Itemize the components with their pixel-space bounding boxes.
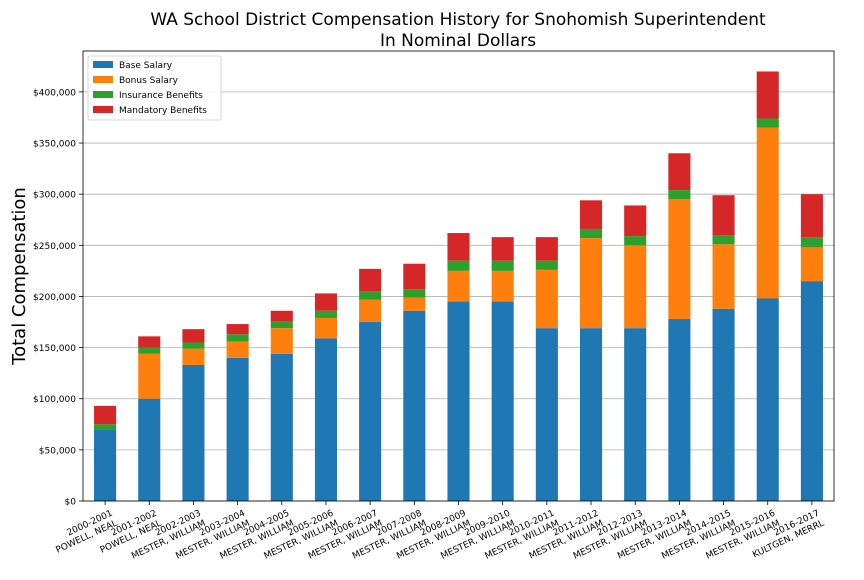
bar-segment	[182, 329, 205, 343]
legend-swatch	[93, 61, 113, 68]
bar-segment	[800, 247, 823, 282]
y-tick-label: $100,000	[33, 395, 76, 405]
bar-segment	[535, 260, 558, 270]
bar-segment	[314, 310, 338, 318]
y-tick-label: $0	[65, 498, 77, 508]
bar-segment	[756, 118, 779, 128]
legend-label: Base Salary	[119, 61, 173, 71]
bar-segment	[800, 281, 823, 501]
bar-segment	[535, 269, 558, 329]
bar-segment	[800, 194, 823, 238]
bar-segment	[447, 233, 470, 261]
y-tick-label: $350,000	[33, 140, 76, 150]
bar-segment	[535, 328, 558, 501]
bar-segment	[579, 228, 603, 239]
legend-label: Mandatory Benefits	[119, 106, 207, 116]
bar-segment	[226, 341, 249, 358]
bar-segment	[403, 297, 426, 311]
bars	[94, 71, 823, 501]
y-tick-label: $250,000	[33, 242, 76, 252]
bar-segment	[491, 270, 514, 302]
bar-segment	[579, 200, 603, 229]
bar-segment	[756, 71, 779, 119]
bar-segment	[756, 127, 779, 299]
bar-segment	[182, 342, 205, 349]
bar-segment	[314, 338, 338, 501]
bar-segment	[359, 291, 382, 300]
bar-segment	[447, 270, 470, 302]
bar-segment	[314, 317, 338, 339]
bar-segment	[712, 235, 735, 245]
bar-segment	[491, 237, 514, 261]
bar-segment	[270, 321, 293, 329]
bar-segment	[138, 353, 161, 399]
bar-segment	[138, 398, 161, 501]
chart-title: WA School District Compensation History …	[150, 10, 766, 30]
bar-segment	[668, 199, 691, 319]
bar-segment	[359, 322, 382, 501]
bar-segment	[94, 405, 117, 425]
bar-segment	[668, 190, 691, 200]
bar-segment	[579, 238, 603, 329]
bar-segment	[491, 301, 514, 501]
y-tick-label: $300,000	[33, 191, 76, 201]
bar-segment	[712, 308, 735, 501]
bar-segment	[182, 364, 205, 501]
bar-segment	[226, 357, 249, 501]
bar-segment	[668, 153, 691, 191]
bar-segment	[94, 429, 117, 501]
bar-segment	[359, 268, 382, 292]
bar-segment	[712, 244, 735, 309]
bar-segment	[579, 328, 603, 501]
bar-segment	[403, 263, 426, 290]
y-tick-label: $50,000	[39, 446, 76, 456]
bar-segment	[226, 334, 249, 342]
chart-subtitle: In Nominal Dollars	[380, 31, 536, 51]
bar-segment	[270, 310, 293, 321]
bar-segment	[712, 195, 735, 236]
bar-segment	[314, 293, 338, 311]
legend-swatch	[93, 91, 113, 98]
bar-segment	[800, 237, 823, 248]
legend-box	[87, 55, 222, 121]
y-tick-label: $200,000	[33, 293, 76, 303]
bar-segment	[94, 424, 117, 430]
bar-segment	[359, 299, 382, 323]
bar-segment	[182, 348, 205, 365]
bar-segment	[226, 324, 249, 335]
bar-segment	[270, 353, 293, 501]
legend-swatch	[93, 76, 113, 83]
legend: Base Salary Bonus Salary Insurance Benefit…	[87, 55, 222, 121]
bar-segment	[624, 245, 647, 329]
legend-swatch	[93, 106, 113, 113]
bar-segment	[491, 260, 514, 271]
y-tick-label: $400,000	[33, 88, 76, 98]
y-axis-label: Total Compensation	[9, 187, 30, 366]
legend-label: Bonus Salary	[119, 76, 179, 86]
bar-segment	[624, 328, 647, 501]
bar-segment	[624, 236, 647, 246]
bar-segment	[403, 289, 426, 298]
legend-label: Insurance Benefits	[119, 91, 203, 101]
bar-segment	[138, 336, 161, 348]
y-tick-label: $150,000	[33, 344, 76, 354]
bar-segment	[624, 205, 647, 237]
y-axis: $0 $50,000 $100,000 $150,000 $200,000 $250,00…	[33, 88, 83, 508]
bar-segment	[447, 260, 470, 271]
bar-segment	[535, 237, 558, 261]
bar-segment	[668, 318, 691, 501]
bar-segment	[756, 298, 779, 501]
bar-segment	[403, 310, 426, 501]
bar-segment	[138, 347, 161, 354]
bar-segment	[270, 328, 293, 354]
bar-segment	[447, 301, 470, 501]
